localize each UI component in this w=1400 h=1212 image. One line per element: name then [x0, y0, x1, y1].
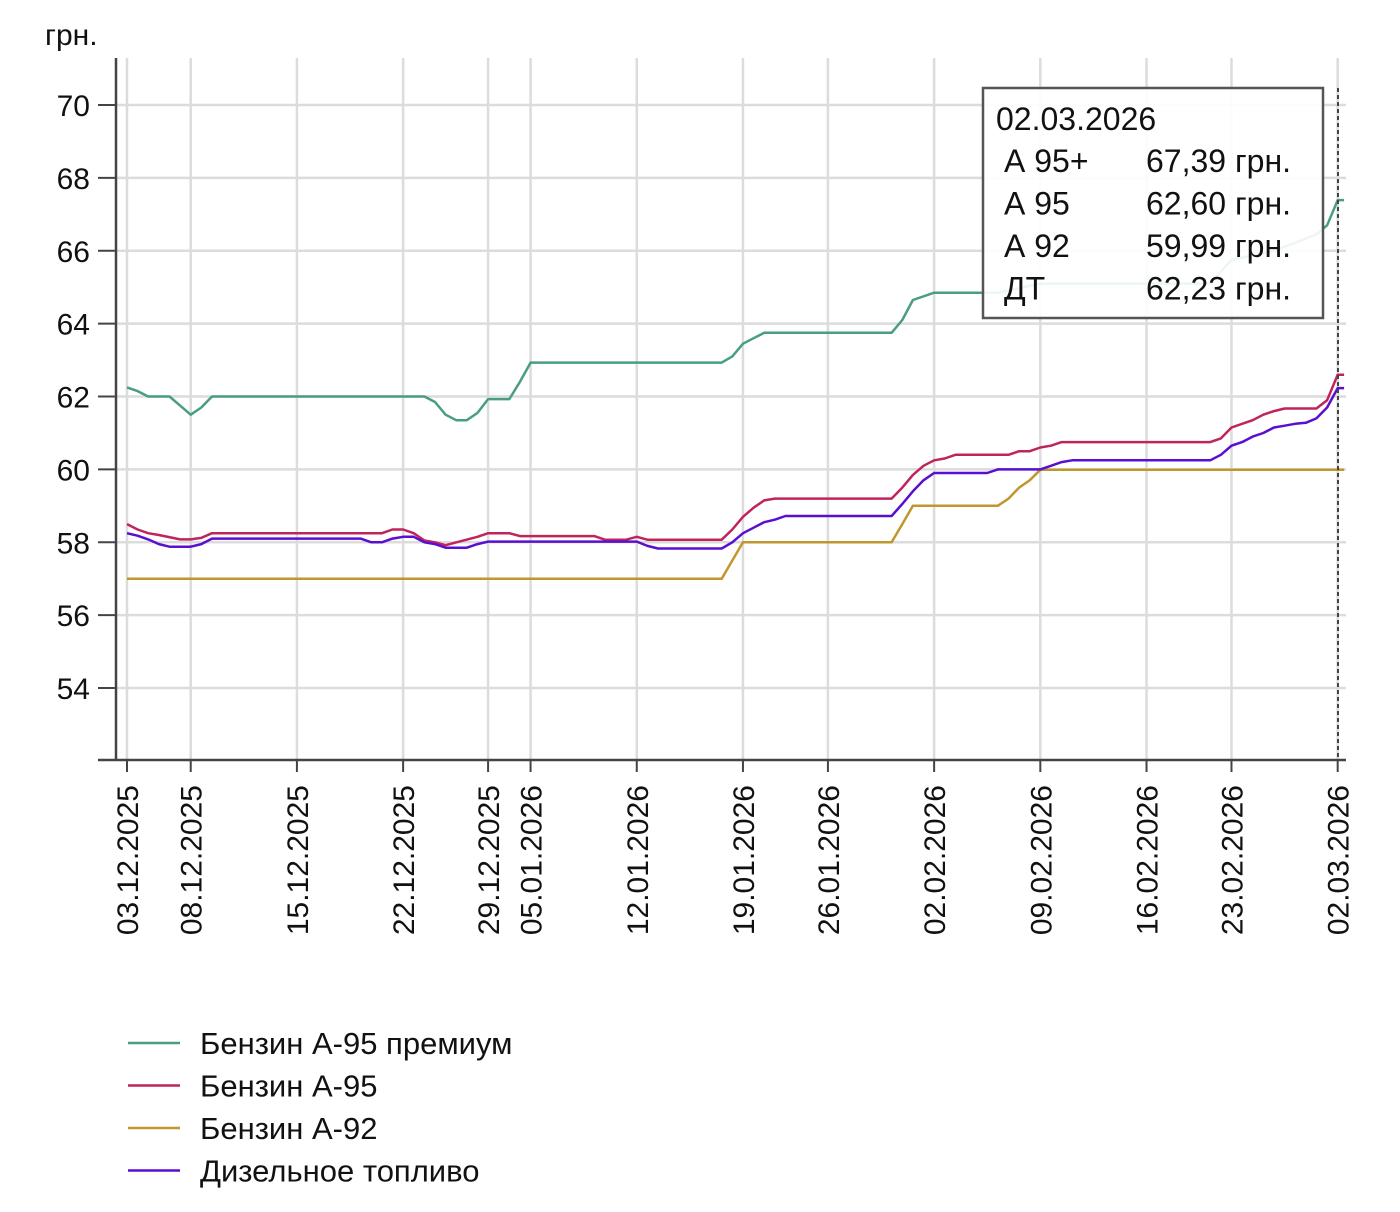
y-axis-label: грн. — [45, 19, 98, 52]
tooltip-date: 02.03.2026 — [996, 101, 1156, 137]
x-ticks: 03.12.2025 08.12.2025 15.12.2025 22.12.2025… — [112, 760, 1356, 935]
x-tick-label: 23.02.2026 — [1216, 785, 1249, 935]
legend-label: Бензин А-95 премиум — [200, 1026, 512, 1061]
series-line — [126, 386, 1345, 550]
x-tick-label: 09.02.2026 — [1025, 785, 1058, 935]
x-tick-label: 15.12.2025 — [282, 785, 315, 935]
y-tick-label: 68 — [57, 163, 90, 196]
axes: грн. — [45, 19, 1346, 762]
legend-label: Бензин А-92 — [200, 1111, 377, 1146]
x-tick-label: 22.12.2025 — [388, 785, 421, 935]
tooltip-row-label: А 92 — [1004, 228, 1070, 264]
x-tick-label: 02.02.2026 — [919, 785, 952, 935]
tooltip-row-value: 67,39 грн. — [1146, 143, 1291, 179]
x-tick-label: 29.12.2025 — [473, 785, 506, 935]
tooltip-row-value: 62,23 грн. — [1146, 271, 1291, 307]
y-tick-label: 70 — [57, 90, 90, 123]
tooltip-row-label: А 95+ — [1004, 143, 1089, 179]
y-ticks: 54 56 58 60 62 64 66 68 70 — [57, 90, 116, 706]
x-tick-label: 02.03.2026 — [1323, 785, 1356, 935]
legend: Бензин А-95 премиум Бензин А-95 Бензин А-9… — [128, 1026, 512, 1189]
y-tick-label: 64 — [57, 309, 90, 342]
x-tick-label: 19.01.2026 — [728, 785, 761, 935]
x-tick-label: 08.12.2025 — [176, 785, 209, 935]
y-tick-label: 56 — [57, 600, 90, 633]
y-tick-label: 62 — [57, 382, 90, 415]
series-line — [127, 468, 1345, 580]
y-tick-label: 58 — [57, 527, 90, 560]
legend-label: Бензин А-95 — [200, 1069, 377, 1104]
x-tick-label: 03.12.2025 — [112, 785, 145, 935]
tooltip-row-value: 59,99 грн. — [1146, 228, 1291, 264]
tooltip-box — [981, 86, 1325, 320]
y-tick-label: 60 — [57, 454, 90, 487]
tooltip-row-value: 62,60 грн. — [1146, 186, 1291, 222]
x-tick-label: 12.01.2026 — [622, 785, 655, 935]
x-tick-label: 16.02.2026 — [1132, 785, 1165, 935]
y-tick-label: 66 — [57, 236, 90, 269]
legend-label: Дизельное топливо — [200, 1154, 479, 1189]
tooltip: 02.03.2026 А 95+ 67,39 грн. А 95 62,60 грн.… — [981, 86, 1325, 320]
tooltip-row-label: А 95 — [1004, 186, 1070, 222]
y-tick-label: 54 — [57, 673, 90, 706]
tooltip-row-label: ДТ — [1004, 271, 1045, 307]
x-tick-label: 05.01.2026 — [516, 785, 549, 935]
series-line — [126, 373, 1345, 547]
x-tick-label: 26.01.2026 — [813, 785, 846, 935]
